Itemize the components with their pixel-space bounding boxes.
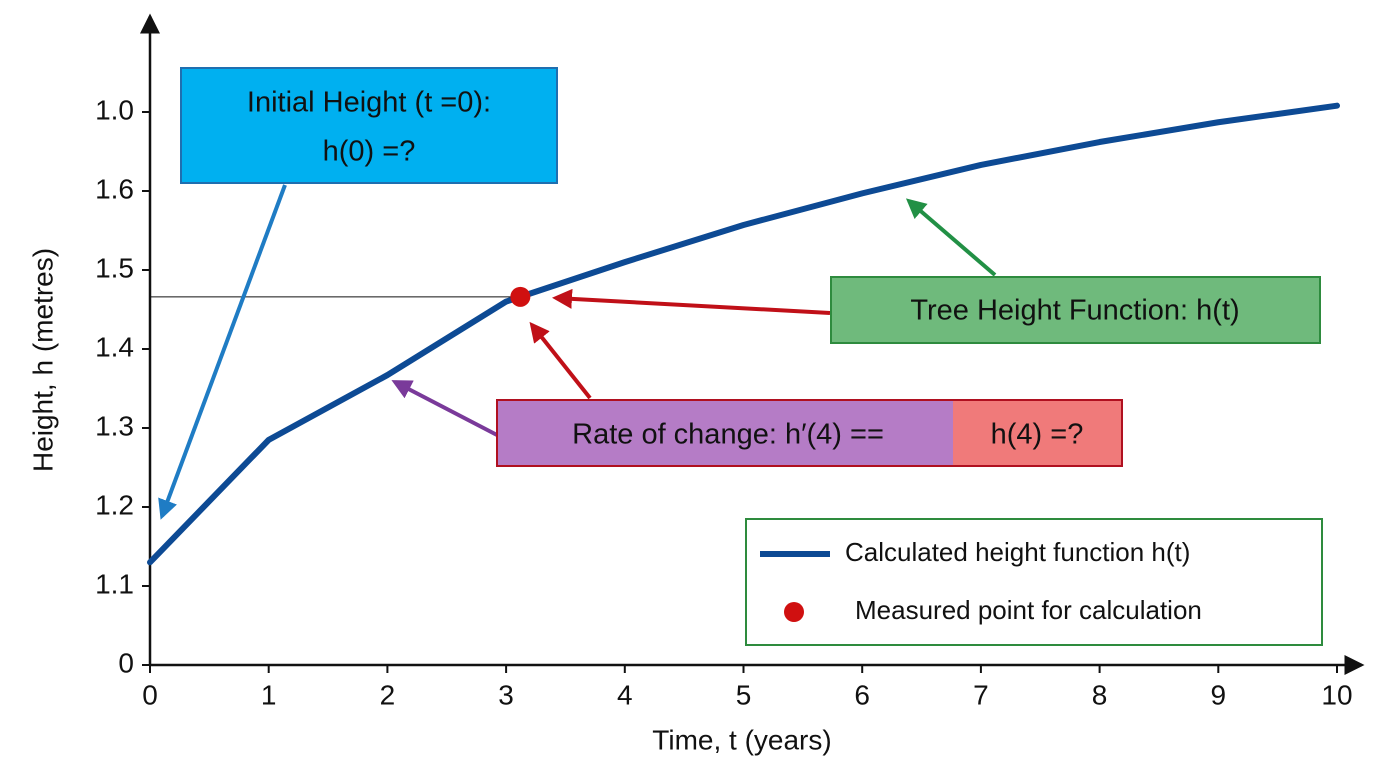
x-tick-label: 7 [973, 679, 989, 710]
y-axis-label: Height, h (metres) [27, 248, 58, 472]
annotation-text: Rate of change: h′(4) == [572, 419, 884, 451]
x-tick-label: 2 [380, 679, 396, 710]
annotation-text: Initial Height (t =0): [247, 87, 491, 119]
legend-label: Calculated height function h(t) [845, 537, 1190, 567]
legend: Calculated height function h(t) Measured … [745, 518, 1323, 646]
annotation-box [830, 276, 1321, 344]
x-tick-label: 10 [1321, 679, 1352, 710]
arrow [529, 321, 592, 400]
x-tick-label: 8 [1092, 679, 1108, 710]
arrow [391, 380, 498, 437]
x-tick-label: 3 [498, 679, 514, 710]
y-tick-label: 1.6 [95, 173, 134, 204]
legend-box [745, 518, 1323, 646]
arrow [552, 288, 831, 315]
y-tick-label: 1.1 [95, 568, 134, 599]
y-tick-label: 1.2 [95, 489, 134, 520]
y-tick-label: 1.4 [95, 331, 134, 362]
x-tick-label: 1 [261, 679, 277, 710]
annotation-box [180, 67, 558, 184]
arrow [905, 198, 997, 277]
x-tick-label: 5 [736, 679, 752, 710]
legend-marker [784, 602, 804, 622]
y-tick-label: 0 [118, 647, 134, 678]
x-tick-label: 9 [1211, 679, 1227, 710]
annotation-text: h(4) =? [991, 419, 1084, 451]
line-series [147, 102, 1340, 566]
x-axis-label: Time, t (years) [652, 724, 831, 755]
y-tick-label: 1.5 [95, 252, 134, 283]
annotation-text: Tree Height Function: h(t) [910, 295, 1239, 327]
annotation-box [953, 400, 1122, 466]
legend-label: Measured point for calculation [855, 595, 1202, 625]
x-tick-label: 0 [142, 679, 158, 710]
y-tick-label: 1.0 [95, 94, 134, 125]
annotation-box [497, 400, 953, 466]
x-tick-label: 6 [854, 679, 870, 710]
annotations: Initial Height (t =0): h(0) =? Tree Heig… [158, 67, 1321, 520]
annotation-text: h(0) =? [323, 136, 416, 168]
data-point [510, 286, 531, 307]
y-tick-label: 1.3 [95, 410, 134, 441]
annotation-border [496, 399, 1123, 467]
x-tick-label: 4 [617, 679, 633, 710]
arrow [158, 184, 287, 520]
